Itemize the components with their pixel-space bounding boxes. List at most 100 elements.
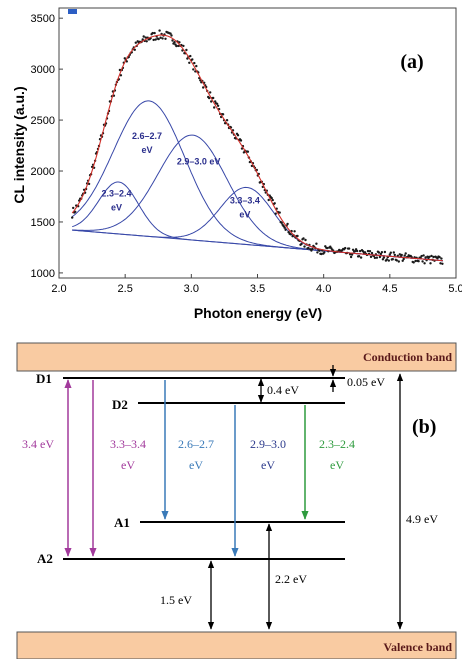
measured-point	[402, 257, 405, 261]
valence-band	[16, 631, 457, 659]
measured-point	[316, 251, 319, 254]
measured-point	[383, 250, 387, 254]
peak-label: eV	[141, 145, 152, 155]
measured-point	[393, 253, 396, 257]
measured-point	[152, 38, 155, 42]
transition-label-3.3-3.4: 3.3–3.4	[110, 437, 146, 451]
x-tick-label: 2.5	[118, 283, 133, 295]
measured-point	[350, 253, 354, 256]
y-tick-label: 3000	[31, 64, 55, 76]
measured-point	[119, 74, 123, 77]
measured-point	[169, 32, 172, 35]
measured-point	[141, 38, 144, 41]
measured-point	[429, 262, 432, 265]
measured-point	[173, 41, 176, 44]
measured-point	[424, 256, 427, 259]
measured-point	[175, 44, 178, 48]
measured-point	[439, 262, 442, 265]
measured-point	[267, 198, 270, 202]
measured-point	[283, 226, 286, 229]
measured-point	[380, 251, 384, 254]
measured-point	[315, 242, 318, 245]
measured-point	[153, 31, 156, 35]
measured-point	[157, 37, 160, 41]
measured-point	[274, 212, 277, 215]
measured-point	[213, 106, 216, 109]
energy-level-diagram: Conduction band Valence band D1 D2 A1 A2…	[16, 342, 457, 659]
gaussian-component	[71, 100, 443, 262]
measured-point	[286, 222, 289, 226]
measured-point	[185, 48, 188, 52]
x-tick-label: 4.0	[316, 283, 331, 295]
measured-point	[303, 245, 306, 248]
measured-point	[304, 238, 307, 242]
measured-point	[225, 119, 229, 122]
measured-point	[387, 259, 390, 262]
measured-point	[349, 255, 353, 259]
measured-point	[417, 260, 420, 263]
measured-point	[250, 164, 254, 168]
measured-point	[210, 100, 213, 103]
measured-point	[430, 254, 433, 258]
measured-point	[311, 247, 314, 251]
y-tick-label: 1000	[31, 268, 55, 280]
peak-label: eV	[111, 203, 122, 213]
measured-point	[193, 61, 196, 65]
x-tick-label: 4.5	[382, 283, 397, 295]
x-axis-label: Photon energy (eV)	[194, 305, 322, 321]
fit-curve	[71, 34, 443, 262]
y-axis-label: CL intensity (a.u.)	[11, 86, 27, 203]
measured-point	[289, 233, 292, 236]
measured-point	[160, 32, 163, 36]
measured-point	[358, 249, 362, 253]
measured-point	[236, 134, 240, 137]
measured-point	[397, 260, 400, 263]
measured-point	[71, 216, 74, 219]
measured-point	[170, 34, 173, 37]
label-a2: A2	[37, 551, 53, 566]
measured-point	[370, 251, 374, 255]
measured-point	[189, 54, 192, 58]
measured-point	[202, 86, 205, 89]
measured-point	[191, 58, 194, 61]
measured-point	[302, 237, 305, 240]
measured-point	[192, 68, 195, 71]
measured-point	[347, 247, 351, 250]
measured-point	[125, 60, 128, 63]
measured-point	[246, 150, 250, 153]
measured-point	[326, 246, 329, 250]
measured-point	[134, 41, 137, 44]
measured-point	[144, 36, 147, 39]
measured-point	[271, 198, 274, 202]
valence-band-label: Valence band	[383, 640, 452, 654]
transition-label-2.9-3.0: 2.9–3.0	[250, 437, 286, 451]
measured-point	[375, 256, 379, 259]
measured-point	[422, 254, 425, 257]
measured-point	[293, 230, 296, 233]
y-tick-label: 3500	[31, 13, 55, 25]
peak-label: 2.6–2.7	[132, 131, 162, 141]
measured-point	[208, 96, 211, 100]
panel-label-a: (a)	[400, 51, 423, 73]
measured-point	[221, 113, 225, 116]
measured-point	[239, 139, 243, 142]
plot-marker	[68, 9, 77, 14]
measured-point	[440, 257, 443, 260]
label-a1: A1	[114, 515, 130, 530]
measured-point	[366, 249, 370, 253]
measured-point	[428, 255, 431, 258]
measured-point	[182, 44, 185, 48]
measured-point	[348, 253, 352, 256]
measured-point	[307, 246, 310, 250]
measured-point	[296, 234, 299, 238]
measured-point	[195, 64, 198, 68]
measured-point	[320, 252, 323, 256]
cl-spectrum-chart: 2.0 2.5 3.0 3.5 4.0 4.5 5.0 1000 1500 2000 2500 300…	[11, 7, 462, 321]
panel-label-b: (b)	[412, 416, 436, 438]
measured-point	[87, 182, 91, 186]
measured-point	[404, 252, 407, 255]
label-d2: D2	[112, 397, 128, 412]
measured-point	[280, 221, 283, 224]
x-tick-label: 2.0	[51, 283, 66, 295]
measured-point	[123, 57, 127, 60]
